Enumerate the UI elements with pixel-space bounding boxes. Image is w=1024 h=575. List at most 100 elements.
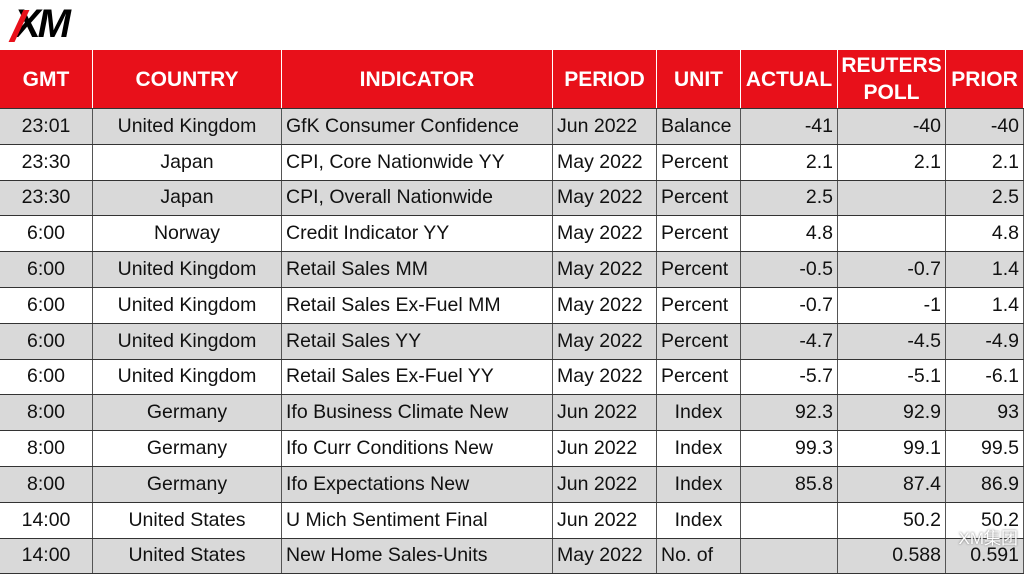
table-cell: CPI, Core Nationwide YY — [282, 144, 553, 180]
table-cell: 92.9 — [838, 395, 946, 431]
table-cell: May 2022 — [553, 216, 657, 252]
table-row: 23:01 United Kingdom GfK Consumer Confiden… — [0, 109, 1024, 145]
table-cell: 85.8 — [741, 466, 838, 502]
watermark: XM集团 — [958, 529, 1019, 548]
table-cell: Japan — [93, 180, 282, 216]
table-cell: United Kingdom — [93, 287, 282, 323]
table-cell: -40 — [838, 109, 946, 144]
table-cell: Norway — [93, 216, 282, 252]
table-cell: 99.1 — [838, 431, 946, 466]
table-cell: Retail Sales MM — [282, 252, 553, 287]
table-row: 6:00 United Kingdom Retail Sales Ex-Fuel Y… — [0, 359, 1024, 396]
table-cell: Percent — [657, 180, 741, 216]
table-cell: United Kingdom — [93, 109, 282, 144]
table-cell: Percent — [657, 252, 741, 287]
table-cell: Percent — [657, 216, 741, 252]
table-cell: 99.5 — [946, 431, 1024, 466]
table-cell: May 2022 — [553, 252, 657, 287]
table-cell: 8:00 — [0, 395, 93, 431]
table-cell: 87.4 — [838, 466, 946, 502]
table-cell: Retail Sales Ex-Fuel MM — [282, 287, 553, 323]
table-cell: -4.5 — [838, 323, 946, 359]
table-cell: May 2022 — [553, 323, 657, 359]
header-cell: REUTERS POLL — [838, 50, 946, 108]
header-row: GMT COUNTRY INDICATOR PERIOD UNIT ACTUAL REUTE… — [0, 50, 1024, 109]
table-cell — [838, 180, 946, 216]
table-cell: -4.9 — [946, 323, 1024, 359]
header-cell: PRIOR — [946, 50, 1024, 108]
table-cell: 6:00 — [0, 287, 93, 323]
table-cell: Ifo Business Climate New — [282, 395, 553, 431]
table-cell: Index — [657, 502, 741, 538]
table-row: 23:30 Japan CPI, Overall Nationwide May 202… — [0, 180, 1024, 217]
table-cell: 2.1 — [946, 144, 1024, 180]
table-cell: 1.4 — [946, 287, 1024, 323]
table-cell: 6:00 — [0, 323, 93, 359]
table-cell: United Kingdom — [93, 252, 282, 287]
table-cell: May 2022 — [553, 180, 657, 216]
table-cell: Balance — [657, 109, 741, 144]
table-cell: Ifo Expectations New — [282, 466, 553, 502]
table-cell: Germany — [93, 466, 282, 502]
table-cell: United Kingdom — [93, 359, 282, 395]
table-cell: 6:00 — [0, 216, 93, 252]
table-cell: 23:30 — [0, 144, 93, 180]
table-row: 8:00 Germany Ifo Curr Conditions New Jun 20… — [0, 431, 1024, 467]
header-cell: GMT — [0, 50, 93, 108]
header-cell: ACTUAL — [741, 50, 838, 108]
table-row: 6:00 Norway Credit Indicator YY May 2022 Per… — [0, 216, 1024, 253]
logo: XM — [14, 2, 71, 46]
table-cell: 2.1 — [838, 144, 946, 180]
table-row: 8:00 Germany Ifo Expectations New Jun 2022 I… — [0, 466, 1024, 503]
header-cell: COUNTRY — [93, 50, 282, 108]
table-cell: Germany — [93, 395, 282, 431]
header-cell: PERIOD — [553, 50, 657, 108]
table-cell: 14:00 — [0, 502, 93, 538]
table-cell: 2.5 — [946, 180, 1024, 216]
table-cell: United Kingdom — [93, 323, 282, 359]
table-cell: U Mich Sentiment Final — [282, 502, 553, 538]
table-cell: May 2022 — [553, 359, 657, 395]
table-cell: Percent — [657, 144, 741, 180]
table-cell: -0.5 — [741, 252, 838, 287]
table-cell: 4.8 — [946, 216, 1024, 252]
table-cell: -1 — [838, 287, 946, 323]
table-cell — [741, 502, 838, 538]
table-row: 23:30 Japan CPI, Core Nationwide YY May 202… — [0, 144, 1024, 181]
table-cell: -6.1 — [946, 359, 1024, 395]
table-cell: Index — [657, 466, 741, 502]
table-cell: -41 — [741, 109, 838, 144]
table-cell: -0.7 — [838, 252, 946, 287]
table-cell: CPI, Overall Nationwide — [282, 180, 553, 216]
table-cell: 6:00 — [0, 359, 93, 395]
table-cell: 8:00 — [0, 431, 93, 466]
table-cell: Ifo Curr Conditions New — [282, 431, 553, 466]
table-cell: -0.7 — [741, 287, 838, 323]
table-cell: Jun 2022 — [553, 502, 657, 538]
table-cell: 86.9 — [946, 466, 1024, 502]
table-cell: 8:00 — [0, 466, 93, 502]
table-cell: 50.2 — [838, 502, 946, 538]
table-cell: Credit Indicator YY — [282, 216, 553, 252]
table-cell: 2.5 — [741, 180, 838, 216]
table-cell: 14:00 — [0, 538, 93, 574]
table-cell: Jun 2022 — [553, 395, 657, 431]
table-cell: GfK Consumer Confidence — [282, 109, 553, 144]
table-cell: -5.1 — [838, 359, 946, 395]
table-cell: -5.7 — [741, 359, 838, 395]
table: GMT COUNTRY INDICATOR PERIOD UNIT ACTUAL REUTE… — [0, 50, 1024, 575]
table-cell: 4.8 — [741, 216, 838, 252]
table-cell: Retail Sales Ex-Fuel YY — [282, 359, 553, 395]
table-cell: Index — [657, 395, 741, 431]
header-cell: INDICATOR — [282, 50, 553, 108]
table-cell: 92.3 — [741, 395, 838, 431]
table-cell: 0.588 — [838, 538, 946, 574]
table-cell: Retail Sales YY — [282, 323, 553, 359]
table-cell: 23:01 — [0, 109, 93, 144]
table-cell: United States — [93, 538, 282, 574]
table-cell: May 2022 — [553, 287, 657, 323]
table-cell: United States — [93, 502, 282, 538]
table-cell: Germany — [93, 431, 282, 466]
table-cell: May 2022 — [553, 538, 657, 574]
table-cell: Jun 2022 — [553, 466, 657, 502]
